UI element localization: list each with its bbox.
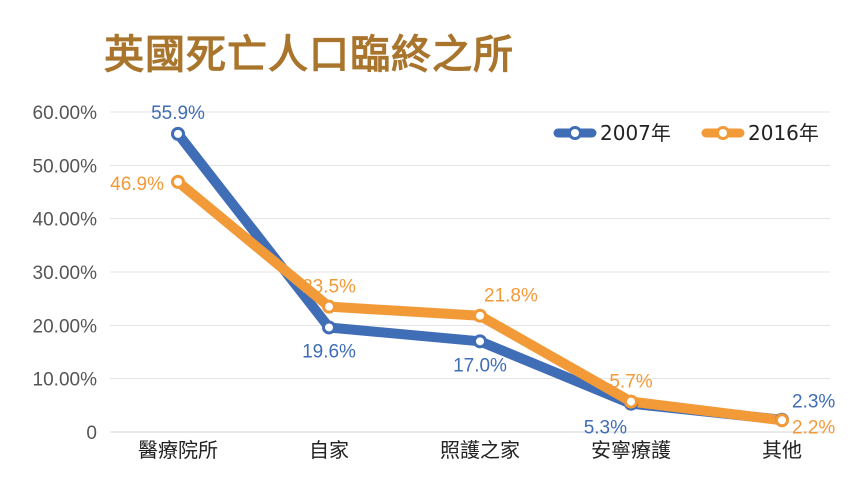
x-tick-label: 其他 <box>762 438 802 462</box>
data-point <box>775 413 789 428</box>
data-label: 5.7% <box>609 372 652 393</box>
data-point <box>322 320 336 335</box>
y-tick-label: 50.00% <box>33 156 98 177</box>
data-label: 21.8% <box>484 286 538 307</box>
y-tick-label: 40.00% <box>33 210 98 231</box>
x-tick-label: 醫療院所 <box>138 438 218 462</box>
x-tick-label: 照護之家 <box>440 438 520 462</box>
data-point <box>322 299 336 314</box>
legend: 2007年 2016年 <box>553 121 819 145</box>
legend-swatch-marker <box>716 126 730 140</box>
legend-swatch-marker <box>568 126 582 140</box>
x-axis: 醫療院所 自家 照護之家 安寧療護 其他 <box>138 438 802 462</box>
legend-label: 2016年 <box>748 121 819 145</box>
data-point <box>171 174 185 189</box>
y-tick-label: 60.00% <box>33 103 98 124</box>
data-label: 5.3% <box>584 418 627 439</box>
data-label: 46.9% <box>110 174 164 195</box>
data-label: 17.0% <box>453 355 507 376</box>
legend-label: 2007年 <box>600 121 671 145</box>
x-tick-label: 安寧療護 <box>591 438 671 462</box>
data-point <box>473 308 487 323</box>
y-tick-label: 30.00% <box>33 263 98 284</box>
data-point <box>624 394 638 409</box>
gridlines <box>110 111 830 433</box>
data-label: 2.3% <box>792 392 835 413</box>
y-axis: 0 10.00% 20.00% 30.00% 40.00% 50.00% 60.00% <box>33 103 98 444</box>
data-point <box>171 126 185 141</box>
y-tick-label: 20.00% <box>33 316 98 337</box>
data-point <box>473 334 487 349</box>
data-label: 19.6% <box>302 341 356 362</box>
data-label: 23.5% <box>302 277 356 298</box>
series-line <box>173 128 787 425</box>
data-label: 2.2% <box>792 417 835 438</box>
y-tick-label: 10.00% <box>33 370 98 391</box>
y-tick-label: 0 <box>86 423 97 444</box>
x-tick-label: 自家 <box>309 438 349 462</box>
data-label: 55.9% <box>151 103 205 124</box>
chart-title: 英國死亡人口臨終之所 <box>104 32 514 78</box>
series-line <box>173 176 787 426</box>
data-labels: 55.9% 19.6% 17.0% 5.3% 2.3% 46.9% 23.5% 21.8% 5.… <box>110 103 835 439</box>
series <box>171 126 789 428</box>
